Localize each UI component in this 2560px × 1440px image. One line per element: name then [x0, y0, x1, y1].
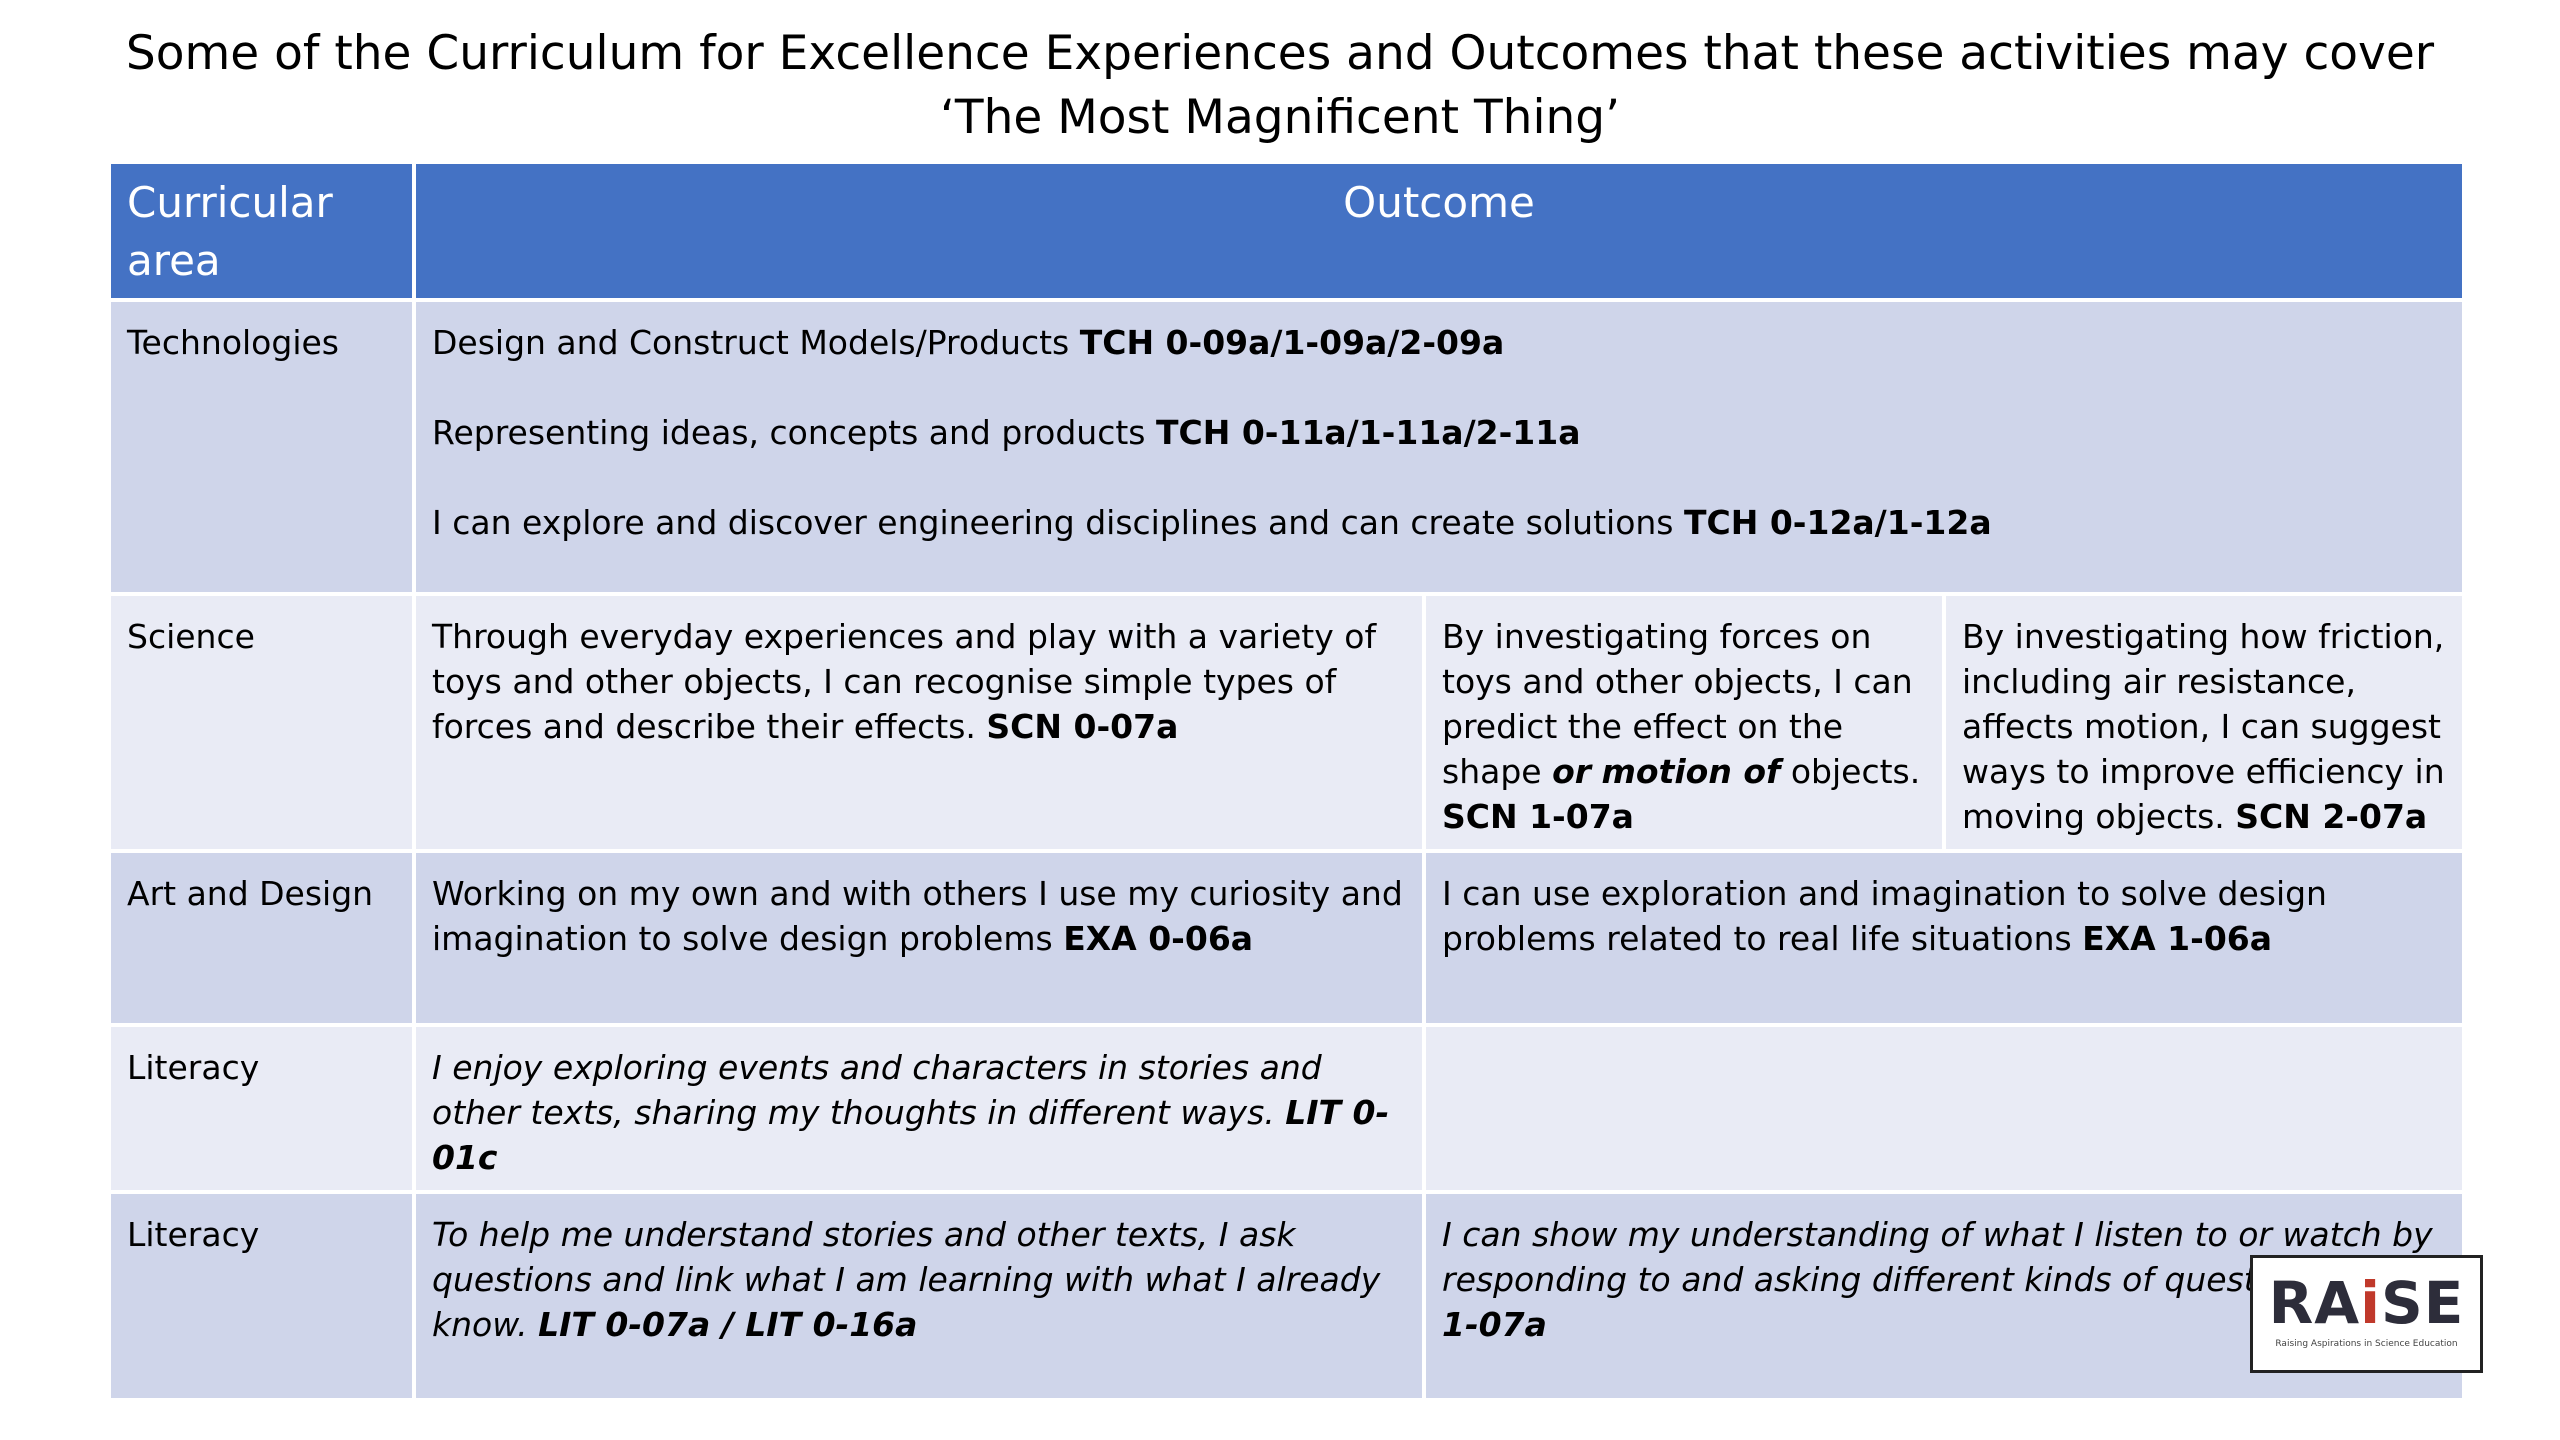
outcome-literacy-1-empty: [1421, 1023, 2467, 1194]
table-row-technologies: Technologies Design and Construct Models…: [107, 298, 2467, 596]
area-literacy: Literacy: [107, 1023, 416, 1194]
slide-title: Some of the Curriculum for Excellence Ex…: [0, 22, 2560, 150]
header-curricular-area: Curricular area: [107, 160, 416, 302]
area-art-and-design: Art and Design: [107, 849, 416, 1027]
outcome-literacy-1-early: I enjoy exploring events and characters …: [412, 1023, 1426, 1194]
curriculum-table: Curricular area Outcome Technologies Des…: [107, 160, 2467, 1402]
outcome-code: TCH 0-09a/1-09a/2-09a: [1079, 323, 1505, 362]
title-line-2: ‘The Most Magnificent Thing’: [939, 90, 1621, 145]
header-outcome: Outcome: [411, 160, 2467, 302]
outcome-art-first: I can use exploration and imagination to…: [1421, 849, 2467, 1027]
title-line-1: Some of the Curriculum for Excellence Ex…: [125, 26, 2435, 81]
outcome-science-second: By investigating how friction, including…: [1941, 592, 2467, 853]
table-row-science: Science Through everyday experiences and…: [107, 592, 2467, 853]
outcome-science-first: By investigating forces on toys and othe…: [1422, 592, 1946, 853]
outcome-science-early: Through everyday experiences and play wi…: [412, 592, 1426, 853]
outcome-code: EXA 1-06a: [2082, 919, 2273, 958]
logo-tagline: Raising Aspirations in Science Education: [2275, 1339, 2458, 1349]
outcome-technologies: Design and Construct Models/Products TCH…: [411, 298, 2467, 596]
outcome-code: LIT 0-01c: [432, 1093, 1390, 1177]
outcome-code: SCN 0-07a: [986, 707, 1179, 746]
table-row-art-and-design: Art and Design Working on my own and wit…: [107, 849, 2467, 1027]
tech-outcome-line: I can explore and discover engineering d…: [432, 503, 1992, 542]
outcome-code: SCN 2-07a: [2235, 797, 2428, 836]
table-row-literacy-2: Literacy To help me understand stories a…: [107, 1190, 2467, 1402]
raise-logo: RAiSE Raising Aspirations in Science Edu…: [2250, 1255, 2483, 1373]
table-header-row: Curricular area Outcome: [107, 160, 2467, 302]
area-literacy: Literacy: [107, 1190, 416, 1402]
table-row-literacy-1: Literacy I enjoy exploring events and ch…: [107, 1023, 2467, 1194]
outcome-code: TCH 0-11a/1-11a/2-11a: [1155, 413, 1581, 452]
outcome-code: SCN 1-07a: [1442, 797, 1634, 836]
outcome-art-early: Working on my own and with others I use …: [412, 849, 1426, 1027]
area-science: Science: [107, 592, 416, 853]
tech-outcome-line: Design and Construct Models/Products TCH…: [432, 323, 1505, 362]
logo-wordmark: RAiSE: [2268, 1269, 2465, 1337]
outcome-code: TCH 0-12a/1-12a: [1684, 503, 1992, 542]
outcome-code: LIT 0-07a / LIT 0-16a: [538, 1305, 918, 1344]
outcome-literacy-2-early: To help me understand stories and other …: [412, 1190, 1426, 1402]
outcome-code: EXA 0-06a: [1063, 919, 1254, 958]
area-technologies: Technologies: [107, 298, 416, 596]
tech-outcome-line: Representing ideas, concepts and product…: [432, 413, 1581, 452]
